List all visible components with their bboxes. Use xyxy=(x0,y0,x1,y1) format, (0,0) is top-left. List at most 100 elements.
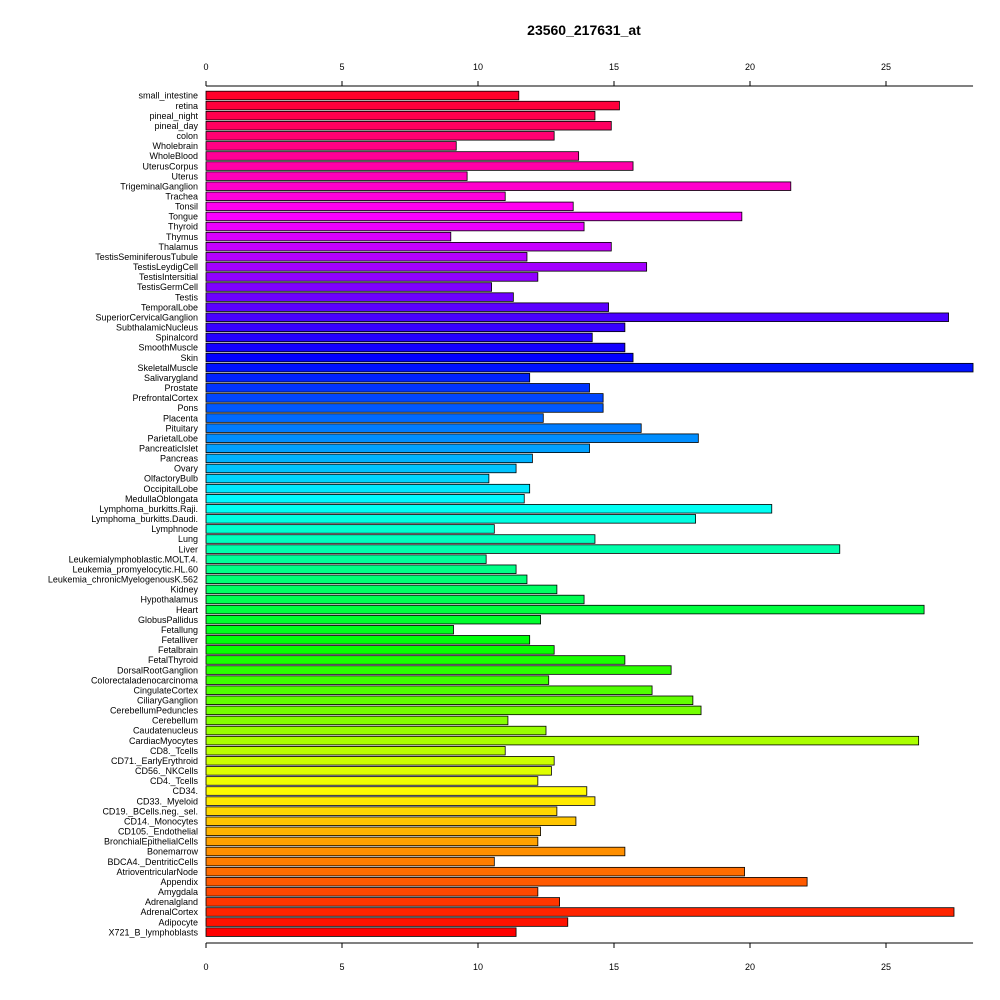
category-label: retina xyxy=(175,101,198,111)
category-label: Prostate xyxy=(164,383,198,393)
bar xyxy=(205,856,495,867)
bar xyxy=(205,715,509,726)
bar xyxy=(205,625,454,635)
category-label: CiliaryGanglion xyxy=(137,696,198,706)
bar xyxy=(205,826,541,837)
category-labels: small_intestineretinapineal_nightpineal_… xyxy=(48,91,199,938)
bar xyxy=(205,846,626,857)
bar xyxy=(205,141,457,151)
category-label: SubthalamicNucleus xyxy=(116,323,199,333)
bar xyxy=(205,796,596,806)
top-axis: 0 5 10 15 20 25 xyxy=(203,62,974,87)
bar xyxy=(205,252,528,262)
bar xyxy=(205,201,574,212)
category-label: Colorectaladenocarcinoma xyxy=(91,675,198,685)
category-label: Skin xyxy=(180,353,198,363)
bar xyxy=(205,897,561,907)
bar xyxy=(205,352,634,363)
category-label: TestisGermCell xyxy=(137,282,198,292)
bar xyxy=(205,655,626,665)
bar xyxy=(205,100,620,111)
bar xyxy=(205,241,612,252)
category-label: CerebellumPeduncles xyxy=(110,706,199,716)
bar xyxy=(205,181,792,191)
bar xyxy=(205,322,626,333)
category-label: SmoothMuscle xyxy=(138,343,198,353)
category-label: Appendix xyxy=(160,877,198,887)
category-label: Hypothalamus xyxy=(140,595,198,605)
category-label: UterusCorpus xyxy=(142,161,198,171)
category-label: pineal_day xyxy=(154,121,198,131)
bar xyxy=(205,171,468,181)
bar xyxy=(205,806,558,816)
category-label: Uterus xyxy=(171,171,198,181)
category-label: Leukemialymphoblastic.MOLT.4. xyxy=(69,554,198,564)
category-label: SkeletalMuscle xyxy=(137,363,198,373)
bar xyxy=(205,473,490,484)
tick-label: 15 xyxy=(609,62,619,72)
bar xyxy=(205,544,841,554)
bar xyxy=(205,877,808,887)
tick-label: 15 xyxy=(609,962,619,972)
bar xyxy=(205,362,974,373)
chart-title: 23560_217631_at xyxy=(527,22,641,38)
category-label: TestisSeminiferousTubule xyxy=(95,252,198,262)
category-label: PancreaticIslet xyxy=(139,444,199,454)
bar xyxy=(205,604,925,615)
bar xyxy=(205,221,585,232)
bar xyxy=(205,917,569,927)
category-label: CD105._Endothelial xyxy=(118,827,198,837)
category-label: Placenta xyxy=(163,413,198,423)
category-label: Tonsil xyxy=(175,202,198,212)
bar xyxy=(205,121,612,131)
category-label: AdrenalCortex xyxy=(140,907,198,917)
category-label: OccipitalLobe xyxy=(143,484,198,494)
bar xyxy=(205,564,517,574)
category-label: Kidney xyxy=(170,585,198,595)
bar xyxy=(205,110,596,121)
bar xyxy=(205,453,533,464)
category-label: Lymphoma_burkitts.Raji. xyxy=(99,504,198,514)
bar xyxy=(205,766,552,776)
category-label: Lymphoma_burkitts.Daudi. xyxy=(91,514,198,524)
bar xyxy=(205,493,525,504)
tick-label: 5 xyxy=(339,962,344,972)
category-label: AtrioventricularNode xyxy=(116,867,198,877)
category-label: GlobusPallidus xyxy=(138,615,199,625)
category-label: CD34. xyxy=(172,786,198,796)
bar xyxy=(205,725,547,736)
bar xyxy=(205,705,702,716)
category-label: BDCA4._DentriticCells xyxy=(107,857,198,867)
bar xyxy=(205,292,514,302)
tick-label: 5 xyxy=(339,62,344,72)
bar xyxy=(205,635,531,645)
bar xyxy=(205,614,541,625)
category-label: TemporalLobe xyxy=(141,302,198,312)
category-label: TrigeminalGanglion xyxy=(120,181,198,191)
bar xyxy=(205,695,694,706)
category-label: SuperiorCervicalGanglion xyxy=(95,312,198,322)
category-label: Spinalcord xyxy=(155,333,198,343)
bar xyxy=(205,90,520,101)
category-label: CingulateCortex xyxy=(133,685,198,695)
category-label: CD4._Tcells xyxy=(150,776,199,786)
bottom-axis: 0 5 10 15 20 25 xyxy=(203,942,974,972)
category-label: Heart xyxy=(176,605,199,615)
bar xyxy=(205,231,452,242)
bar xyxy=(205,735,920,746)
bar xyxy=(205,403,604,413)
bar xyxy=(205,483,531,494)
bar xyxy=(205,433,699,443)
tick-label: 0 xyxy=(203,62,208,72)
category-label: Thyroid xyxy=(168,222,198,232)
category-label: CD56._NKCells xyxy=(135,766,199,776)
category-label: pineal_night xyxy=(149,111,198,121)
category-label: DorsalRootGanglion xyxy=(117,665,198,675)
category-label: colon xyxy=(176,131,198,141)
bar xyxy=(205,816,577,826)
bar xyxy=(205,312,949,322)
category-label: FetalThyroid xyxy=(148,655,198,665)
bar xyxy=(205,907,955,917)
bar xyxy=(205,463,517,474)
